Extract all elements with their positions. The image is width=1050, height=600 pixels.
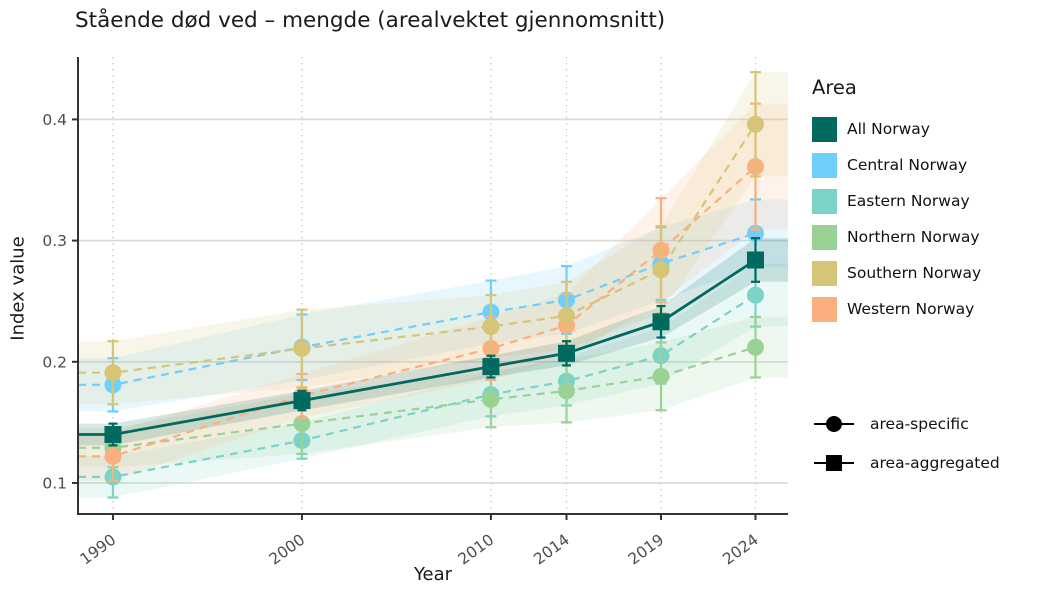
y-tick-label: 0.2 — [42, 353, 67, 371]
data-point-circle — [558, 382, 576, 400]
marker-legend: area-specific area-aggregated — [812, 404, 1044, 482]
data-point-circle — [558, 307, 576, 325]
legend-item: Central Norway — [812, 147, 1044, 183]
x-tick-label: 2000 — [266, 531, 308, 569]
x-axis-title: Year — [413, 564, 453, 585]
data-point-square — [104, 426, 122, 444]
legend-item-label: Western Norway — [847, 300, 975, 318]
legend-item-label: Northern Norway — [847, 228, 980, 246]
legend-swatch — [812, 152, 837, 178]
square-marker-icon — [814, 454, 854, 471]
data-point-square — [482, 358, 500, 376]
area-legend: Area All Norway Central Norway Eastern Nor… — [812, 76, 1044, 327]
legend-item: Southern Norway — [812, 255, 1044, 291]
x-tick-label: 2019 — [625, 531, 667, 569]
data-point-square — [293, 392, 311, 410]
confidence-ribbon — [78, 238, 788, 446]
x-tick-label: 2014 — [530, 531, 572, 569]
marker-legend-item: area-specific — [812, 404, 1044, 443]
data-point-circle — [482, 318, 500, 336]
confidence-ribbon — [78, 316, 788, 468]
legend-swatch — [812, 116, 837, 142]
legend-swatch — [812, 260, 837, 286]
data-point-square — [746, 251, 764, 269]
marker-legend-item: area-aggregated — [812, 443, 1044, 482]
legend-item-label: Southern Norway — [847, 264, 982, 282]
legend-item-label: Central Norway — [847, 156, 968, 174]
legend-title: Area — [812, 76, 857, 99]
data-point-circle — [293, 339, 311, 357]
y-tick-label: 0.4 — [42, 111, 67, 129]
legend-item-label: Eastern Norway — [847, 192, 970, 210]
y-tick-label: 0.1 — [42, 474, 67, 492]
x-tick-label: 2010 — [455, 531, 497, 569]
data-point-circle — [746, 338, 764, 356]
circle-marker-icon — [814, 415, 854, 432]
legend-item: Northern Norway — [812, 219, 1044, 255]
data-point-circle — [482, 390, 500, 408]
data-point-square — [652, 313, 670, 331]
page-title: Stående død ved – mengde (arealvektet gj… — [75, 8, 666, 33]
data-point-circle — [293, 415, 311, 433]
confidence-ribbon — [78, 263, 788, 498]
data-point-circle — [746, 115, 764, 133]
x-tick-label: 1990 — [77, 531, 119, 569]
marker-legend-label: area-aggregated — [870, 453, 1000, 472]
y-tick-label: 0.3 — [42, 232, 67, 250]
legend-swatch — [812, 296, 837, 322]
legend-item: Eastern Norway — [812, 183, 1044, 219]
confidence-ribbon — [78, 199, 788, 412]
data-point-circle — [104, 364, 122, 382]
data-point-circle — [104, 447, 122, 465]
legend-item: All Norway — [812, 111, 1044, 147]
confidence-ribbon — [78, 72, 788, 405]
y-axis-title: Index value — [7, 236, 29, 341]
data-point-square — [558, 344, 576, 362]
x-tick-label: 2024 — [719, 531, 761, 569]
data-point-circle — [652, 261, 670, 279]
data-point-circle — [652, 367, 670, 385]
data-point-circle — [746, 286, 764, 304]
legend-swatch — [812, 224, 837, 250]
marker-legend-label: area-specific — [870, 414, 969, 433]
legend-swatch — [812, 188, 837, 214]
legend-item-label: All Norway — [847, 120, 930, 138]
legend-item: Western Norway — [812, 291, 1044, 327]
